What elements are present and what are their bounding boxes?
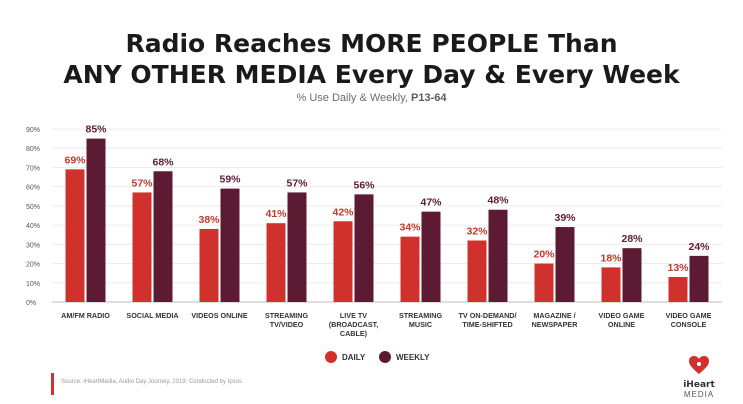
data-label-weekly: 57% (286, 177, 308, 189)
subtitle-population: P13-64 (411, 92, 447, 104)
legend-label-daily: DAILY (342, 353, 366, 362)
data-label-daily: 57% (131, 177, 153, 189)
y-tick-label: 10% (26, 281, 40, 288)
y-tick-label: 80% (26, 146, 40, 153)
data-label-daily: 13% (667, 262, 689, 274)
data-label-daily: 38% (198, 214, 220, 226)
data-label-daily: 20% (533, 249, 555, 261)
y-tick-label: 60% (26, 185, 40, 192)
bar-weekly (421, 211, 441, 302)
bar-daily (266, 223, 286, 302)
x-tick-label: CABLE) (340, 329, 368, 338)
legend-label-weekly: WEEKLY (396, 353, 430, 362)
bar-weekly (622, 248, 642, 302)
heart-icon (689, 356, 709, 374)
x-tick-label: STREAMING (265, 311, 309, 320)
bar-weekly (354, 194, 374, 302)
data-label-weekly: 68% (152, 156, 174, 168)
x-tick-label: NEWSPAPER (532, 320, 579, 329)
x-tick-label: LIVE TV (340, 311, 367, 320)
bar-weekly (555, 227, 575, 302)
data-label-daily: 69% (64, 154, 86, 166)
x-tick-label: MUSIC (409, 320, 432, 329)
bar-weekly (153, 171, 173, 302)
legend-swatch-weekly (379, 351, 391, 363)
y-tick-label: 90% (26, 127, 40, 134)
data-label-weekly: 24% (688, 241, 710, 253)
data-label-daily: 18% (600, 252, 622, 264)
y-tick-label: 40% (26, 223, 40, 230)
data-label-daily: 34% (399, 222, 421, 234)
x-tick-label: ONLINE (608, 320, 635, 329)
bar-weekly (689, 255, 709, 302)
data-label-weekly: 47% (420, 197, 442, 209)
chart-title-line-1: Radio Reaches MORE PEOPLE Than (125, 29, 618, 58)
bar-weekly (220, 188, 240, 302)
bar-daily (467, 240, 487, 302)
bar-daily (534, 263, 554, 302)
y-tick-label: 0% (26, 300, 36, 307)
legend-swatch-daily (325, 351, 337, 363)
data-label-weekly: 39% (554, 212, 576, 224)
x-tick-label: TV/VIDEO (270, 320, 304, 329)
bar-weekly (488, 209, 508, 302)
data-label-weekly: 28% (621, 233, 643, 245)
x-tick-label: CONSOLE (671, 320, 707, 329)
logo-subtext: MEDIA (683, 390, 715, 399)
subtitle-text: % Use Daily & Weekly, (296, 92, 408, 104)
data-label-weekly: 59% (219, 174, 241, 186)
y-tick-label: 50% (26, 204, 40, 211)
x-tick-label: TV ON-DEMAND/ (459, 311, 517, 320)
data-label-weekly: 56% (353, 179, 375, 191)
data-label-weekly: 85% (85, 124, 107, 136)
bar-daily (668, 277, 688, 302)
bar-daily (199, 228, 219, 302)
x-tick-label: VIDEO GAME (666, 311, 712, 320)
data-label-daily: 32% (466, 225, 488, 237)
x-tick-label: STREAMING (399, 311, 443, 320)
bar-weekly (86, 138, 106, 302)
x-tick-label: (BROADCAST, (329, 320, 379, 329)
bar-daily (601, 267, 621, 302)
bar-daily (400, 236, 420, 302)
x-tick-label: SOCIAL MEDIA (126, 311, 178, 320)
bar-daily (65, 169, 85, 302)
data-label-daily: 42% (332, 206, 354, 218)
x-tick-label: AM/FM RADIO (61, 311, 110, 320)
x-tick-label: MAGAZINE / (533, 311, 575, 320)
data-label-weekly: 48% (487, 195, 509, 207)
data-label-daily: 41% (265, 208, 287, 220)
footer-accent-bar (51, 373, 54, 395)
source-note: Source: iHeartMedia, Audio Day Journey, … (61, 379, 242, 385)
x-tick-label: TIME-SHIFTED (462, 320, 512, 329)
y-tick-label: 20% (26, 262, 40, 269)
y-tick-label: 30% (26, 242, 40, 249)
x-tick-label: VIDEO GAME (599, 311, 645, 320)
chart-title-line-2: ANY OTHER MEDIA Every Day & Every Week (63, 60, 680, 89)
iheartmedia-logo: iHeart MEDIA (673, 355, 725, 399)
y-tick-label: 70% (26, 165, 40, 172)
chart-subtitle: % Use Daily & Weekly, P13-64 (0, 92, 743, 104)
bar-weekly (287, 192, 307, 302)
bar-daily (333, 221, 353, 302)
logo-wordmark: iHeart (683, 380, 715, 390)
x-tick-label: VIDEOS ONLINE (191, 311, 248, 320)
bar-daily (132, 192, 152, 302)
